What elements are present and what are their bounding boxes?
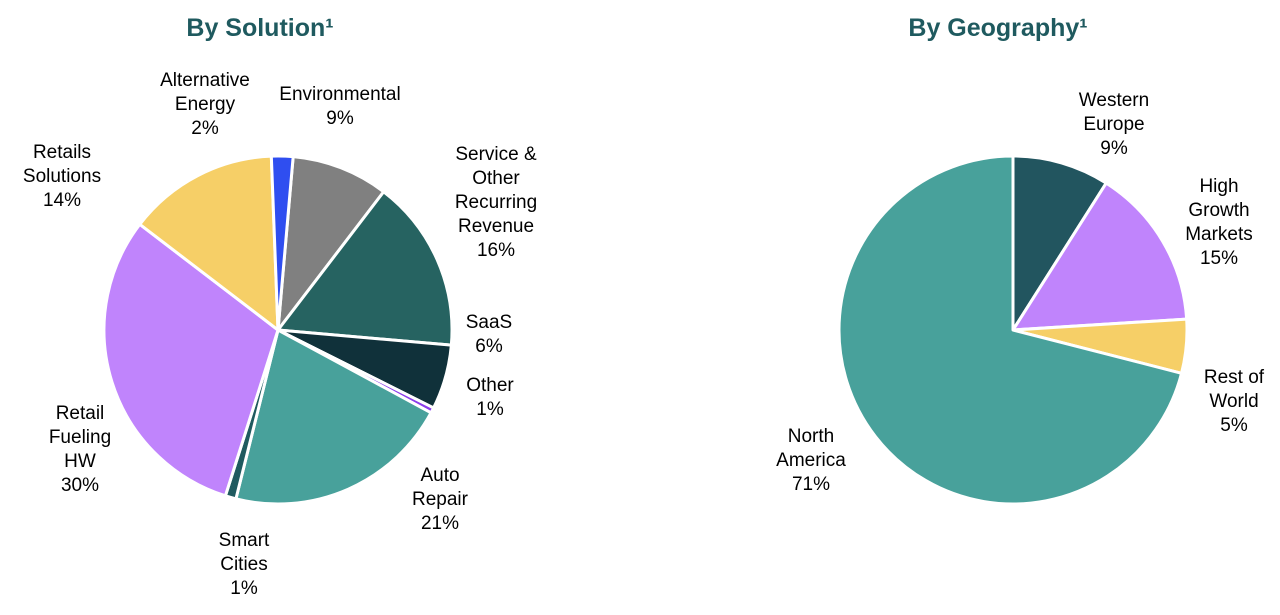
- pie-slice-auto-repair: [234, 328, 433, 506]
- solution-chart-title: By Solution¹: [186, 14, 334, 42]
- pie-slice-environmental: [276, 155, 386, 332]
- slice-label-other: Other 1%: [466, 375, 514, 420]
- slice-label-smart-cities: Smart Cities 1%: [219, 530, 270, 599]
- pie-slice-high-growth-markets: [1011, 181, 1189, 332]
- pie-slice-alternative-energy: [269, 154, 295, 332]
- slice-label-environmental: Environmental 9%: [279, 84, 400, 129]
- slice-label-auto-repair: Auto Repair 21%: [412, 465, 469, 534]
- slice-label-rest-of-world: Rest of World 5%: [1204, 367, 1265, 436]
- geography-chart-title: By Geography¹: [908, 14, 1088, 42]
- pie-slice-service-other-recurring-revenue: [276, 190, 454, 347]
- slice-label-retail-fueling-hw: Retail Fueling HW 30%: [49, 403, 111, 496]
- slice-label-retails-solutions: Retails Solutions 14%: [23, 142, 101, 211]
- solution-pie: Environmental 9% Service & Other Recurring Re…: [23, 70, 537, 599]
- pie-slice-north-america: [837, 154, 1184, 506]
- pie-slice-retails-solutions: [138, 154, 280, 332]
- slice-label-western-europe: Western Europe 9%: [1079, 90, 1149, 159]
- pie-slice-western-europe: [1011, 154, 1108, 332]
- pie-slice-retail-fueling-hw: [102, 222, 280, 498]
- slice-label-north-america: North America 71%: [776, 426, 846, 495]
- slice-label-alternative-energy: Alternative Energy 2%: [160, 70, 250, 139]
- slice-label-high-growth-markets: High Growth Markets 15%: [1185, 176, 1253, 269]
- geography-pie: Western Europe 9% High Growth Markets 15% Rest …: [776, 90, 1265, 506]
- slice-label-service-other-recurring-revenue: Service & Other Recurring Revenue 16%: [455, 144, 537, 261]
- slice-label-saas: SaaS 6%: [466, 312, 512, 357]
